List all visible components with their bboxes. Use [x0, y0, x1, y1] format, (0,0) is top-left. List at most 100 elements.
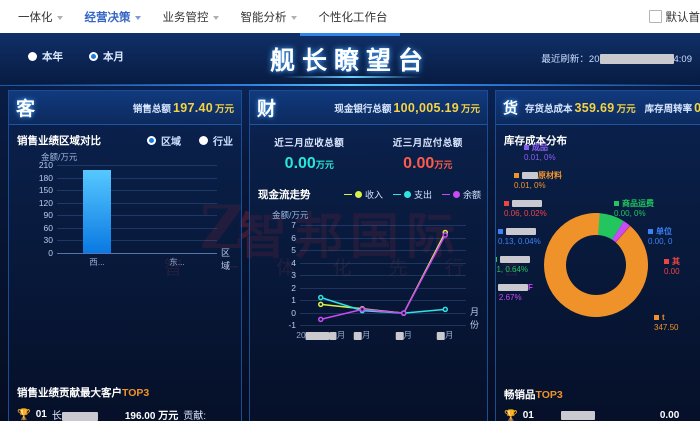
menu-item-gexinghua-gongzuotai[interactable]: 个性化工作台: [319, 9, 388, 25]
line-chart-x-tick: 月: [395, 329, 412, 341]
line-chart-gridline: [300, 325, 466, 326]
legend-dot-icon: [403, 191, 411, 198]
slice-name: [500, 255, 530, 264]
metric-label: 销售总额: [132, 103, 171, 115]
legend-line-icon: [343, 193, 352, 196]
trophy-icon: 🏆: [17, 409, 31, 421]
line-chart-point[interactable]: [359, 306, 365, 313]
radio-icon[interactable]: [199, 136, 208, 145]
donut-slice[interactable]: [544, 213, 648, 317]
donut-slice-label: 其 0.00: [664, 257, 680, 277]
line-chart-y-tick: 7: [291, 220, 296, 230]
metric-label: 库存周转率: [644, 103, 693, 115]
region-option-industry[interactable]: 行业: [199, 133, 233, 148]
legend-swatch-icon: [498, 229, 503, 235]
metric-unit: 万元: [460, 103, 480, 115]
redacted-name: ...: [560, 410, 595, 420]
panel-finance-metrics: 现金银行总额 100,005.19 万元: [334, 101, 480, 115]
cashflow-line-chart: 金额/万元 -1 0 1 2 3 4 5 6 7 20 月月月月月份: [254, 207, 484, 357]
metric-label: 存货总成本: [525, 103, 573, 115]
line-chart-y-tick: 1: [291, 295, 296, 305]
cashflow-legend-item[interactable]: 支出: [392, 188, 432, 201]
menu-item-label: 业务管控: [162, 11, 209, 24]
donut-slice[interactable]: [597, 213, 624, 240]
line-chart-gridline: [300, 300, 466, 301]
slice-value: 0.01, 0%: [514, 181, 546, 190]
menu-item-zhinengfenxi[interactable]: 智能分析: [241, 9, 297, 25]
cashflow-legend-item[interactable]: 收入: [343, 188, 383, 201]
line-chart-point[interactable]: [442, 232, 448, 238]
kpi-label: 近三月应收总额: [274, 138, 345, 149]
legend-label: 收入: [364, 190, 383, 200]
banner-notch-decoration: [300, 33, 400, 36]
top-customer-amount: 196.00 万元: [124, 411, 179, 421]
inventory-cost-donut-chart: 成品 0.01, 0% 原材料 0.01, 0% 0.06, 0.02% 商品运费 0.00…: [496, 143, 700, 359]
top-customer-row[interactable]: 🏆 01 长... 196.00 万元 贡献:: [17, 407, 233, 421]
slice-name: 原材料: [522, 171, 562, 180]
metric-value: 100,005.19: [393, 100, 459, 115]
redacted-timestamp: ..........: [599, 54, 674, 65]
line-chart-gridline: [300, 262, 466, 264]
best-seller-name: ...: [560, 410, 595, 421]
cashflow-title: 现金流走势: [258, 189, 311, 201]
finance-kpi-row: 近三月应收总额 0.00万元 近三月应付总额 0.00万元: [250, 135, 487, 173]
legend-swatch-icon: [524, 145, 529, 151]
legend-swatch-icon: [514, 173, 519, 179]
bar-chart-y-tick: 90: [43, 210, 53, 221]
line-chart-gridline: [300, 275, 466, 276]
region-option-area[interactable]: 区域: [147, 133, 181, 148]
line-chart-point[interactable]: [318, 301, 324, 308]
line-chart-y-tick: 4: [291, 257, 296, 268]
line-chart-point[interactable]: [442, 306, 448, 313]
cashflow-legend-item[interactable]: 余额: [441, 188, 481, 201]
bar-chart-bar[interactable]: [83, 170, 111, 253]
menu-item-jingyingjuece[interactable]: 经营决策: [85, 9, 141, 25]
period-option-year[interactable]: 本年: [28, 49, 63, 64]
donut-slice[interactable]: [615, 225, 631, 243]
page-title: 舰长瞭望台: [269, 46, 430, 75]
menu-item-yewuguankong[interactable]: 业务管控: [163, 9, 219, 25]
panel-finance: 财 现金银行总额 100,005.19 万元 近三月应收总额 0.00万元 近三月应…: [249, 90, 488, 421]
checkbox-icon[interactable]: [648, 10, 662, 23]
metric-total-sales: 销售总额 197.40 万元: [133, 101, 234, 115]
radio-icon-selected[interactable]: [147, 136, 156, 145]
panel-finance-header: 财 现金银行总额 100,005.19 万元: [250, 91, 487, 125]
period-radio-group: 本年 本月: [28, 49, 124, 64]
best-seller-row[interactable]: 🏆 01 ... 0.00: [504, 409, 693, 421]
menu-item-label: 智能分析: [240, 11, 287, 24]
line-chart-point[interactable]: [318, 294, 324, 301]
dashboard-banner: 本年 本月 舰长瞭望台 最近刷新：20..........4:09: [0, 33, 700, 86]
default-homepage-checkbox[interactable]: 默认首: [648, 9, 700, 25]
slice-value: 0.01, 0%: [524, 153, 556, 162]
default-homepage-label: 默认首: [665, 11, 700, 24]
bar-chart-x-axis: [57, 253, 217, 254]
donut-slice-label: F9, 2.67%: [496, 283, 533, 303]
line-chart-y-axis-label: 金额/万元: [272, 210, 309, 220]
best-sellers-title-main: 畅销品: [504, 389, 536, 401]
bar-chart-x-tick: 西...: [89, 257, 105, 267]
slice-value: 0.06, 0.02%: [504, 209, 547, 218]
bar-chart-y-tick: 30: [43, 235, 53, 246]
radio-icon[interactable]: [28, 52, 37, 61]
panel-customer-header: 客 销售总额 197.40 万元: [9, 91, 241, 125]
menu-item-yitihua[interactable]: 一体化: [18, 9, 63, 25]
donut-slice[interactable]: [612, 221, 630, 243]
line-chart-point[interactable]: [401, 310, 407, 316]
bar-chart-gridline: [57, 165, 217, 166]
top-customers-title-accent: TOP3: [122, 387, 150, 399]
bar-chart-y-tick: 60: [43, 222, 53, 233]
metric-inventory-cost: 存货总成本 359.69 万元: [525, 101, 636, 115]
refresh-value-start: 20: [588, 54, 600, 65]
line-chart-point[interactable]: [318, 316, 324, 323]
slice-value: 347.50: [654, 323, 679, 332]
top-menu-bar: 一体化 经营决策 业务管控 智能分析 个性化工作台 默认首: [0, 0, 700, 34]
best-sellers-title: 畅销品TOP3: [504, 387, 693, 402]
period-option-label: 本年: [42, 51, 63, 63]
line-chart-gridline: [300, 287, 466, 289]
period-option-month[interactable]: 本月: [89, 49, 124, 64]
radio-icon-selected[interactable]: [89, 52, 98, 61]
menu-item-label: 一体化: [18, 11, 53, 24]
